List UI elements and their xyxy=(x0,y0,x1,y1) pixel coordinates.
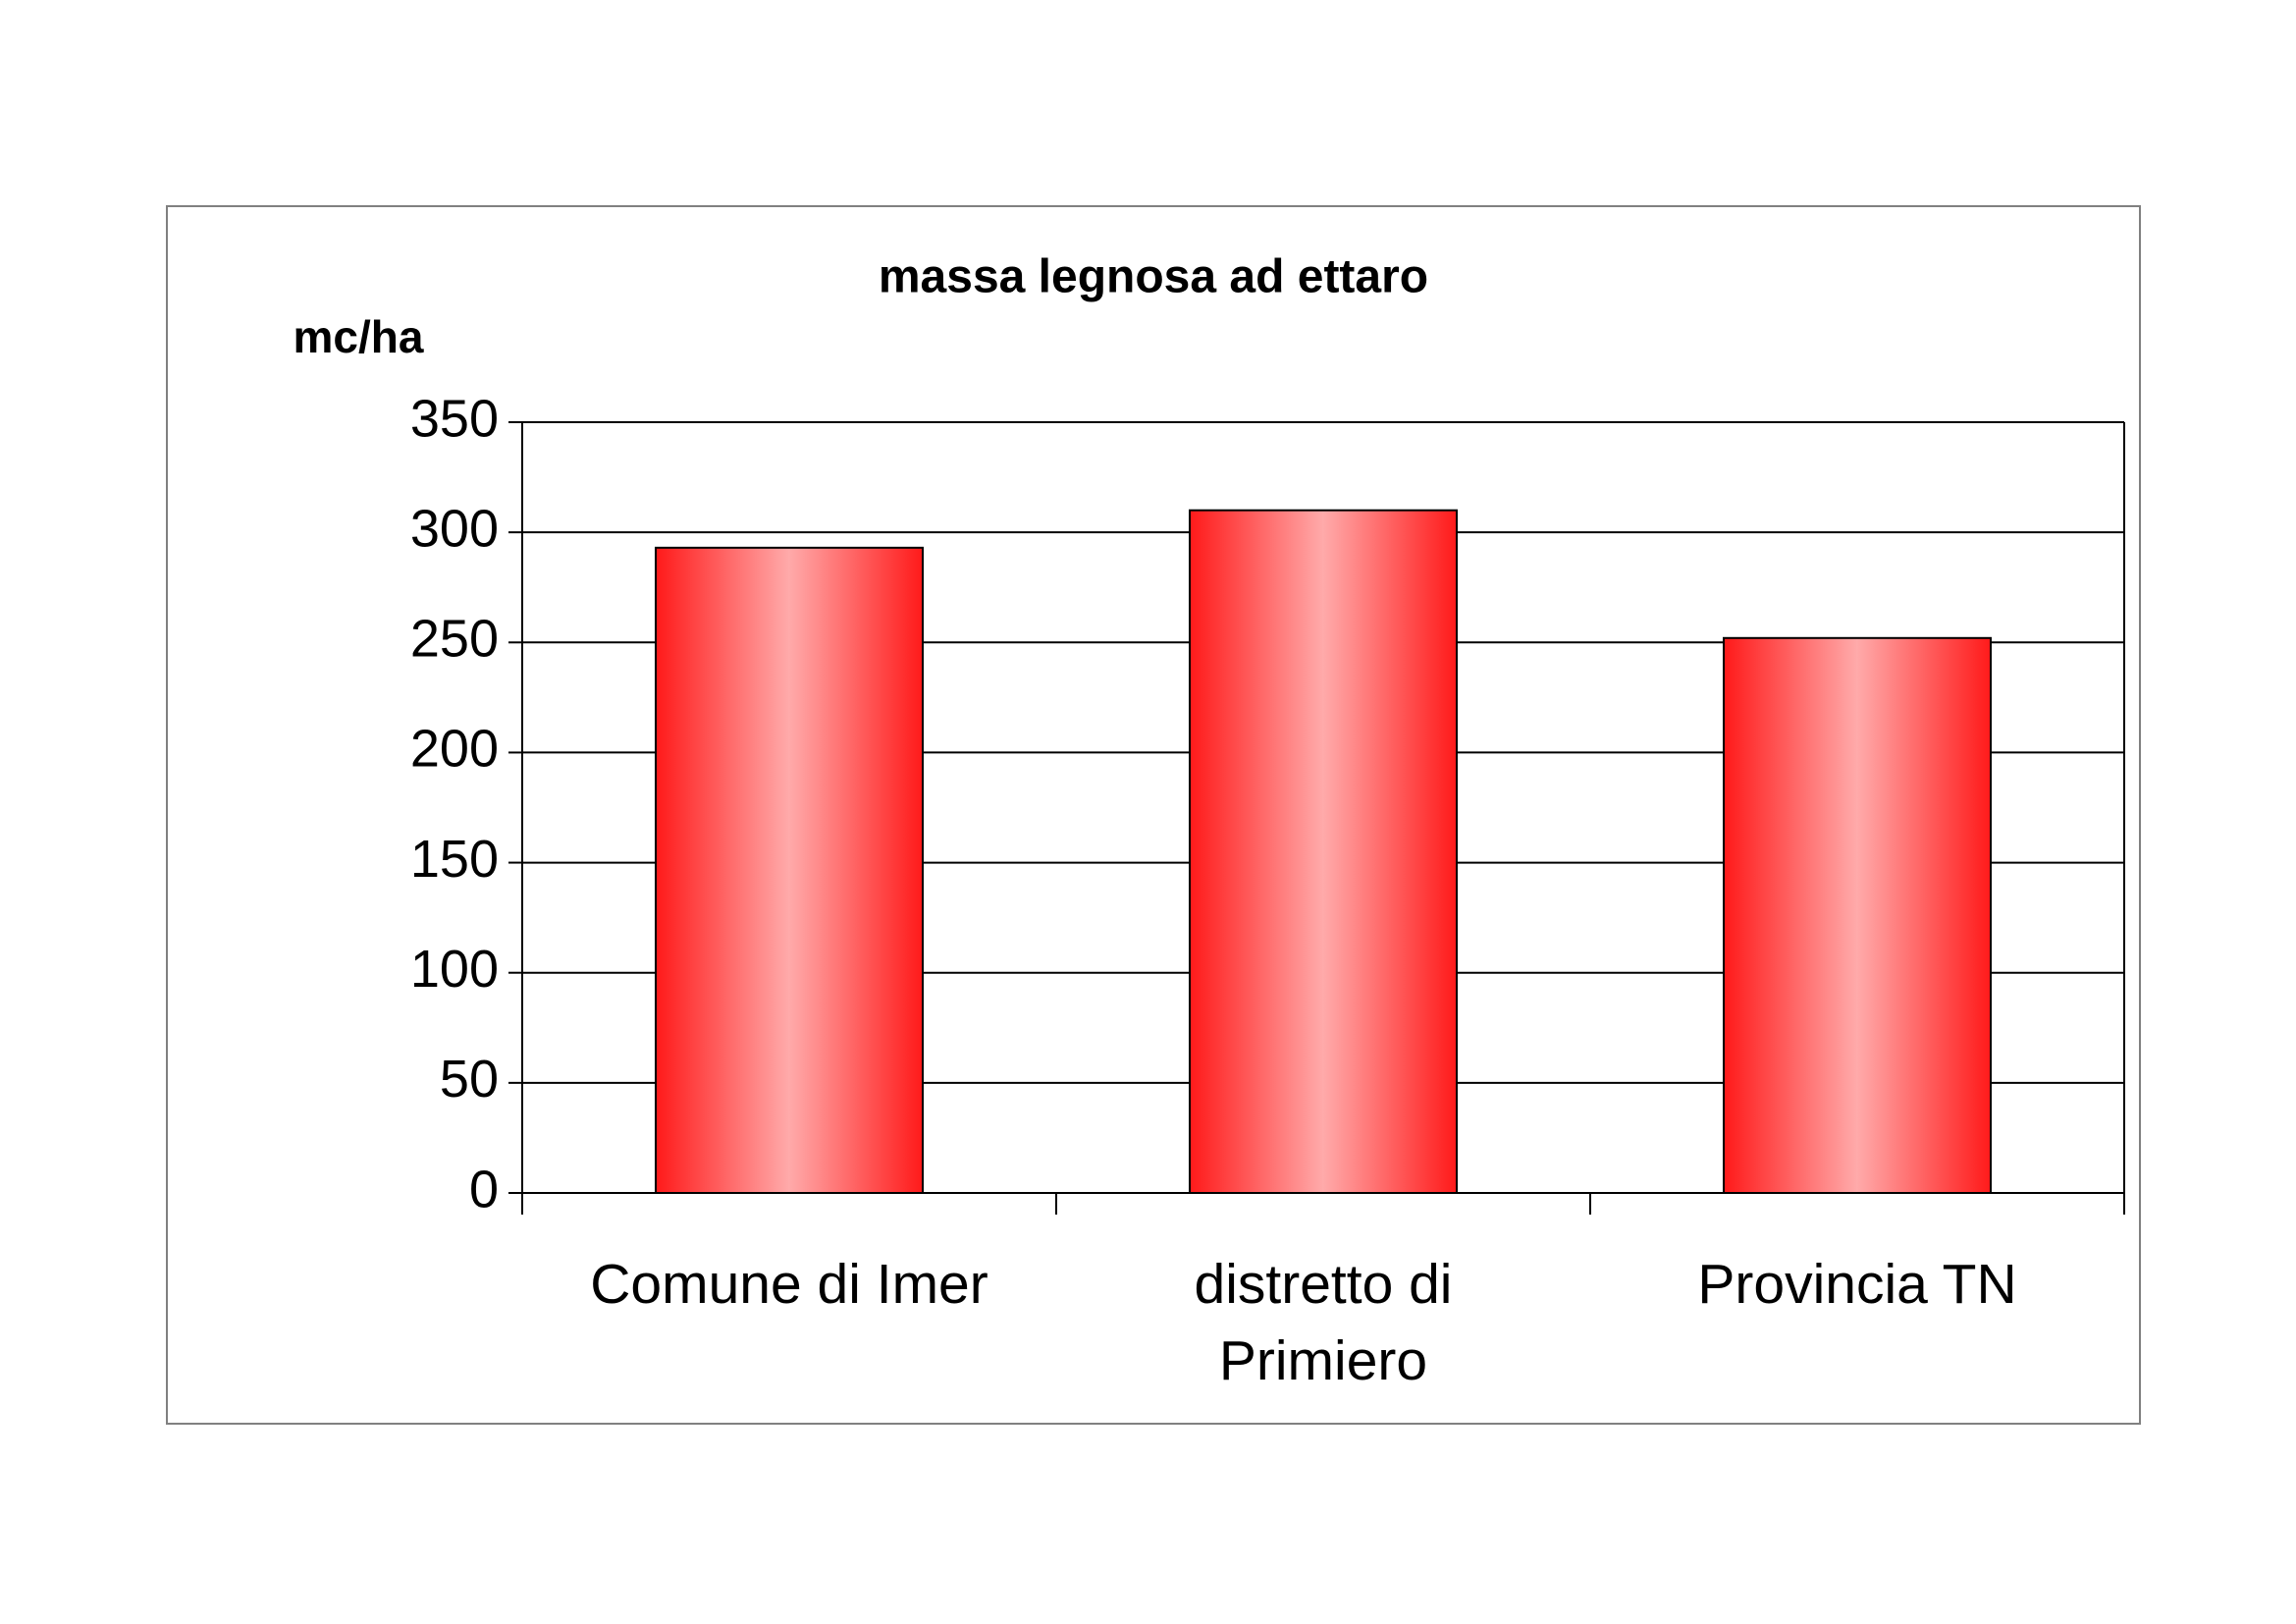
y-tick-label: 250 xyxy=(410,610,499,669)
bar xyxy=(655,546,924,1194)
y-tick-label: 50 xyxy=(440,1050,499,1109)
bar xyxy=(1723,636,1992,1194)
chart-title: massa legnosa ad ettaro xyxy=(879,251,1428,303)
x-tick-label: Comune di Imer xyxy=(590,1253,988,1316)
y-axis-label: mc/ha xyxy=(294,311,424,362)
y-tick-label: 200 xyxy=(410,720,499,779)
y-tick-label: 100 xyxy=(410,940,499,999)
y-tick-label: 300 xyxy=(410,499,499,558)
x-tick-label: distretto di Primiero xyxy=(1194,1253,1453,1392)
x-tick-label: Provincia TN xyxy=(1697,1253,2017,1316)
y-tick-label: 350 xyxy=(410,389,499,448)
bar xyxy=(1189,509,1458,1194)
y-tick-label: 0 xyxy=(469,1160,499,1218)
y-tick-label: 150 xyxy=(410,830,499,889)
